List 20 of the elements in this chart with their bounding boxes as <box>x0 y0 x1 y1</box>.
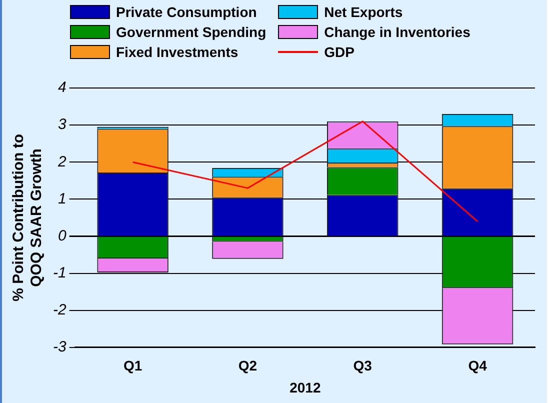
x-tick-label: Q3 <box>353 358 372 374</box>
y-tick-label: 3 <box>58 116 67 134</box>
x-axis-title: 2012 <box>290 379 321 396</box>
y-tick-label: -1 <box>52 264 66 282</box>
y-tick-label: 1 <box>58 190 66 208</box>
y-axis-title: % Point Contribution to QOQ SAAR Growth <box>10 134 46 302</box>
legend-label: Net Exports <box>324 4 403 20</box>
legend-label: Government Spending <box>116 24 266 40</box>
y-tick-label: 2 <box>56 153 67 170</box>
x-tick-label: Q2 <box>238 358 258 374</box>
y-tick-label: 0 <box>58 227 67 244</box>
y-tick-label: -2 <box>52 302 67 319</box>
legend-label: Private Consumption <box>116 4 257 20</box>
legend-label: Fixed Investments <box>116 44 238 60</box>
legend-label: Change in Inventories <box>324 24 470 40</box>
y-tick-label: -3 <box>52 338 67 356</box>
x-tick-label: Q4 <box>468 358 488 374</box>
y-tick-label: 4 <box>58 79 66 96</box>
legend-label: GDP <box>324 44 354 60</box>
x-tick-label: Q1 <box>123 358 142 374</box>
